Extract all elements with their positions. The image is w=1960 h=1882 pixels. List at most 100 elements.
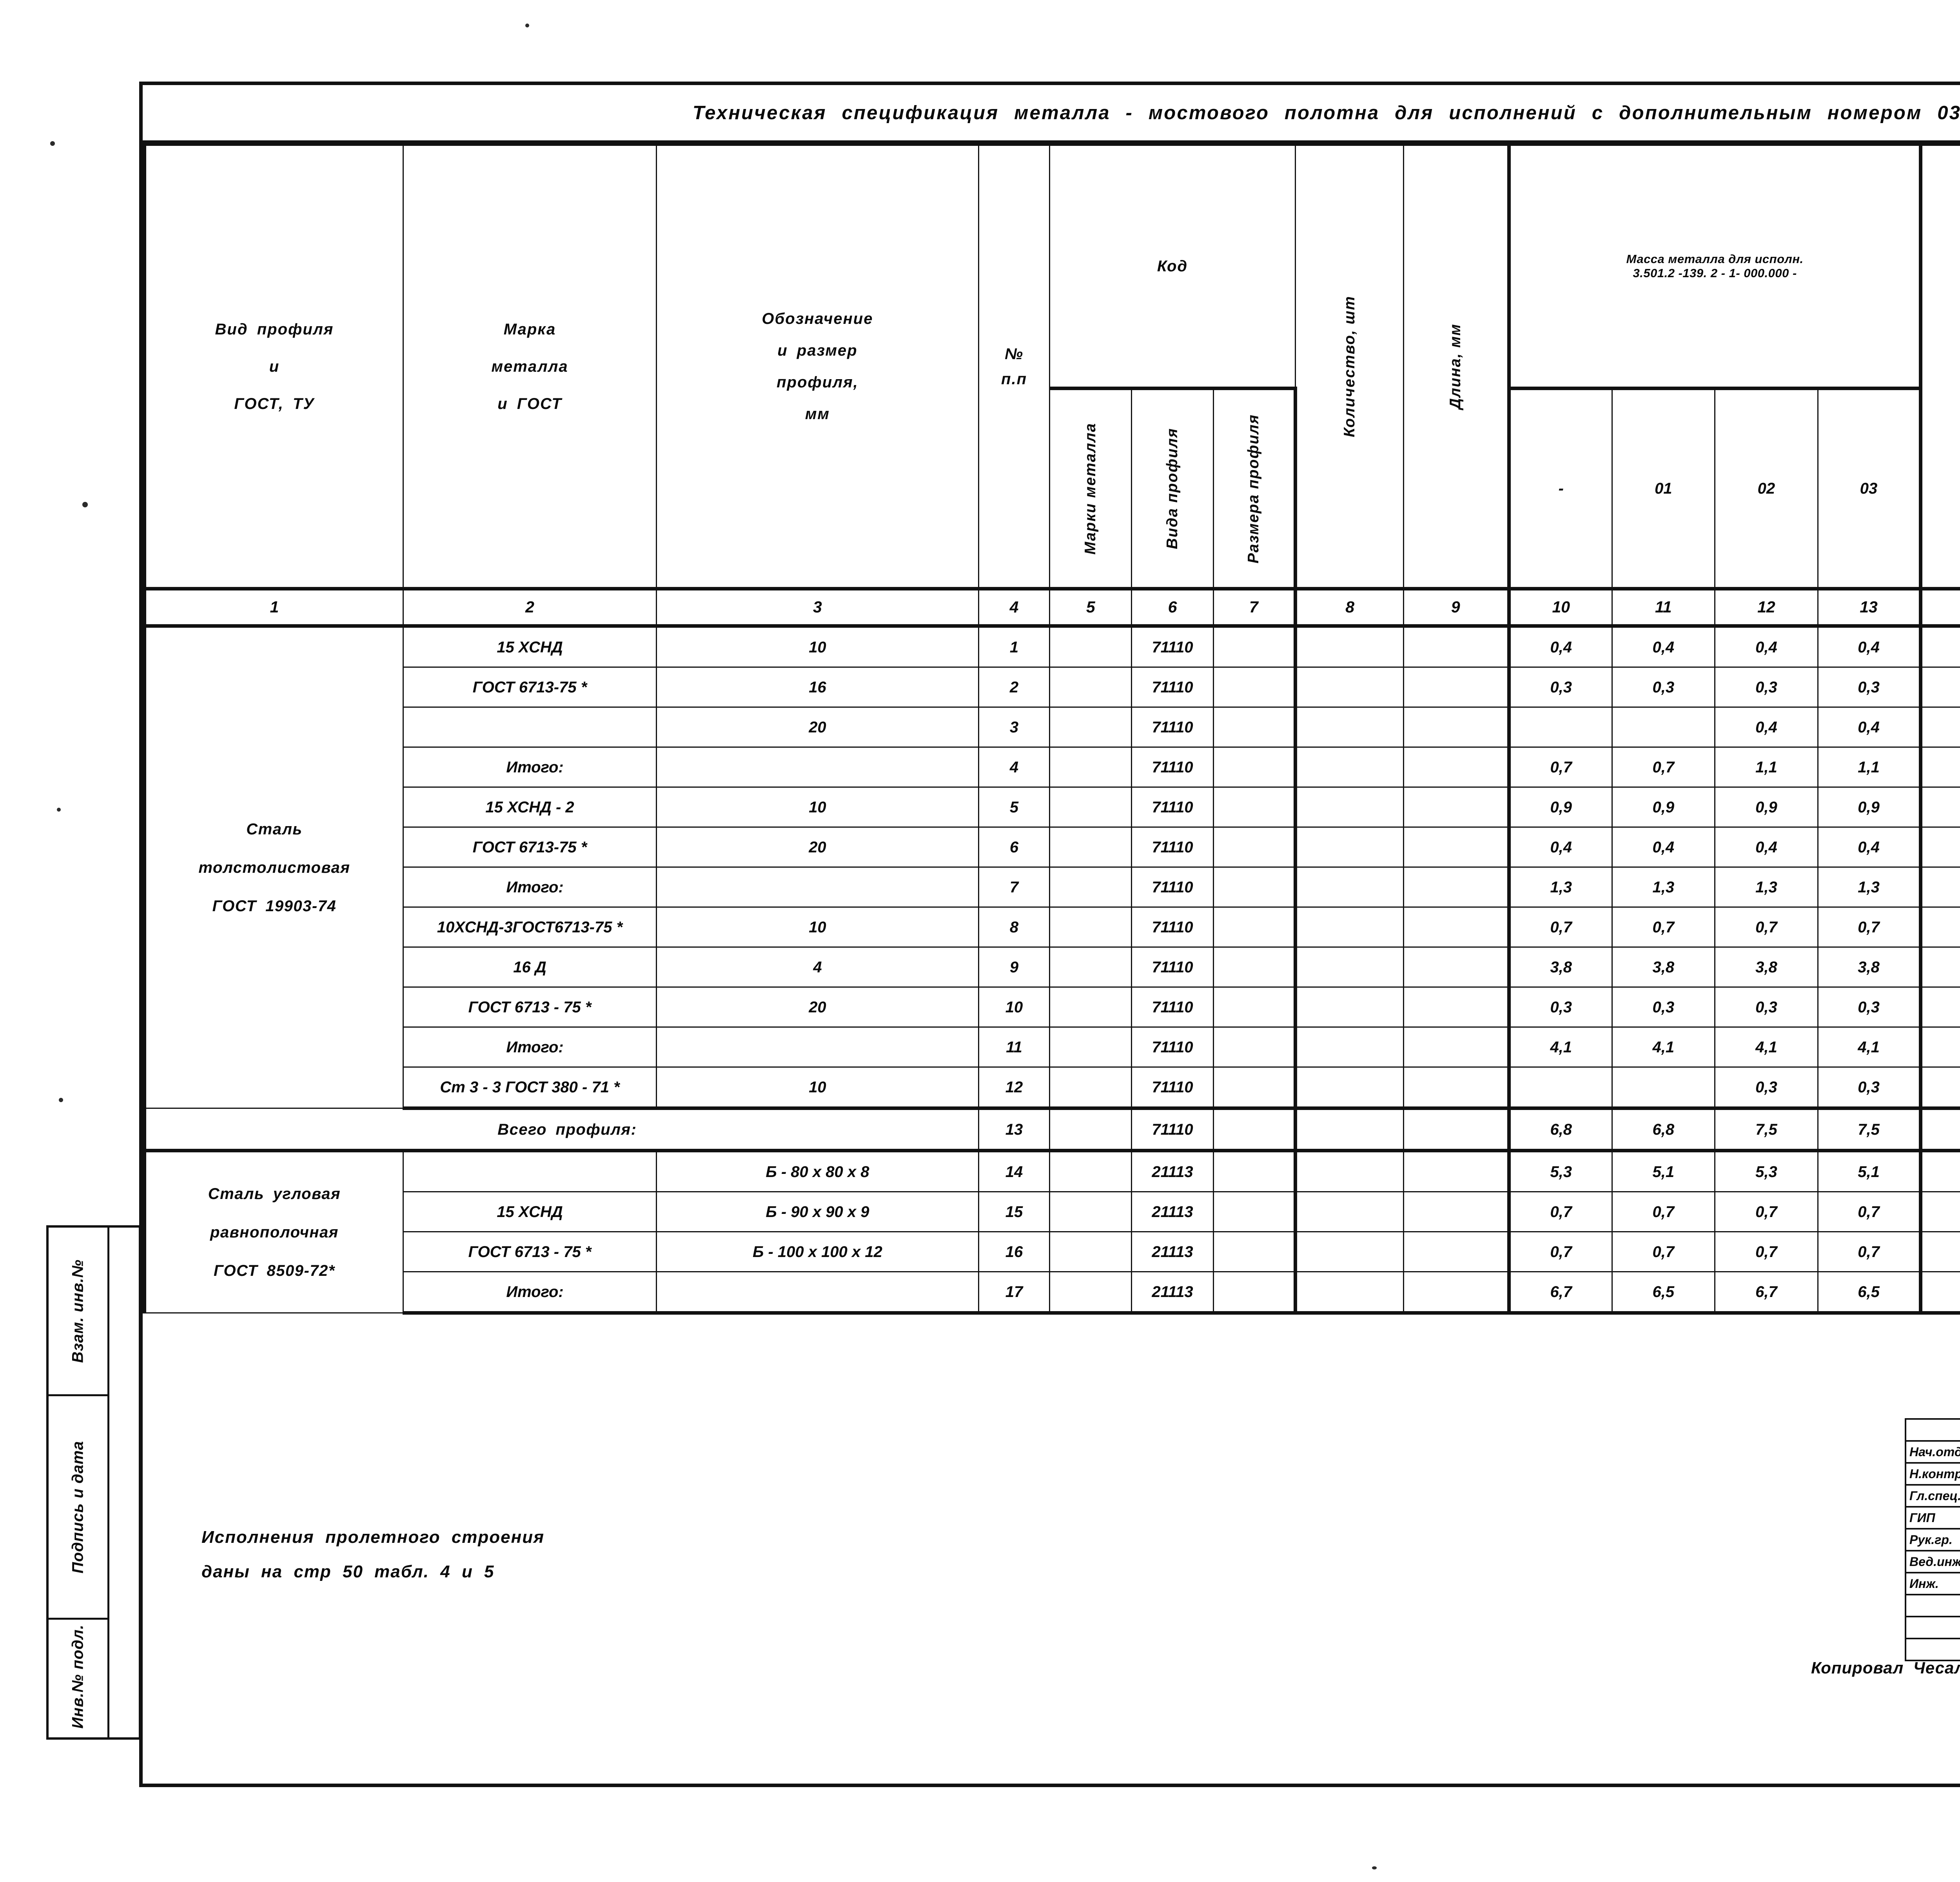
header-profile-type: Вид профиля и ГОСТ, ТУ	[143, 145, 404, 589]
row-code-metal-grade	[1049, 946, 1132, 988]
row-item-number: 2	[978, 667, 1051, 708]
signature-blank-cell	[1905, 1638, 1960, 1661]
row-mass-13: 1,1	[1817, 747, 1922, 788]
row-length	[1403, 827, 1511, 868]
table-header-row-2: Марки металла Вида профиля Размера профи…	[145, 388, 1960, 589]
row-total-mass	[1919, 986, 1960, 1028]
row-item-number: 5	[978, 787, 1051, 828]
row-mass-12: 6,7	[1714, 1271, 1818, 1315]
row-profile-size	[656, 867, 979, 908]
header-line: 02	[1757, 480, 1775, 497]
row-mass-12: 7,5	[1714, 1108, 1818, 1152]
row-code-metal-grade	[1049, 667, 1132, 708]
row-code-profile-size	[1212, 1271, 1297, 1315]
row-length	[1403, 906, 1511, 948]
left-margin-row-podpis: Подпись и дата	[49, 1396, 107, 1620]
row-mass-12: 0,3	[1714, 667, 1818, 708]
signature-row: Вед.инж.Ярлыкова	[1905, 1550, 1960, 1573]
table-row: 20 3 71110 0,4 0,4	[145, 707, 1960, 748]
column-number-row: 1 2 3 4 5 6 7 8 9 10 11 12 13 14 15 16 1…	[143, 587, 1960, 628]
header-code-metal-grade: Марки металла	[1049, 388, 1132, 589]
signature-row: ГИПФренкель	[1905, 1506, 1960, 1530]
signature-blank-cell	[1905, 1594, 1960, 1617]
row-mass-12: 4,1	[1714, 1026, 1818, 1068]
row-total-mass	[1919, 1191, 1960, 1232]
row-length	[1403, 867, 1511, 908]
row-mass-10: 4,1	[1507, 1026, 1613, 1068]
header-line: 3.501.2 -139. 2 - 1- 000.000 -	[1633, 266, 1797, 280]
colnum: 3	[656, 587, 979, 628]
signature-row: Н.контр.Миролюбская	[1905, 1462, 1960, 1486]
row-code-metal-grade	[1049, 1108, 1132, 1152]
row-code-profile-size	[1212, 986, 1297, 1028]
row-code-profile-type: 71110	[1131, 747, 1214, 788]
note-line-1: Исполнения пролетного строения	[201, 1528, 545, 1547]
header-designation-size: Обозначение и размер профиля, мм	[656, 145, 979, 589]
row-code-metal-grade	[1049, 1231, 1132, 1272]
header-line: и размер	[777, 342, 858, 359]
header-length: Длина, мм	[1403, 145, 1511, 589]
row-metal-grade: 15 ХСНД - 2	[402, 787, 657, 828]
row-code-profile-size	[1212, 707, 1297, 748]
colnum: 9	[1403, 587, 1511, 628]
page-title: Техническая спецификация металла - мосто…	[692, 102, 1960, 124]
note-line-2: даны на стр 50 табл. 4 и 5	[201, 1562, 495, 1581]
row-length	[1403, 1026, 1511, 1068]
row-mass-10: 3,8	[1507, 946, 1613, 988]
row-quantity	[1294, 1108, 1404, 1152]
signature-table: Нач.отд.МоновН.контр.МиролюбскаяГл.спец.…	[1905, 1418, 1960, 1661]
row-mass-10: 0,7	[1507, 906, 1613, 948]
row-code-profile-size	[1212, 1108, 1297, 1152]
row-mass-10	[1507, 707, 1613, 748]
header-mass-02: 02	[1714, 388, 1818, 589]
row-length	[1403, 747, 1511, 788]
header-line: мм	[805, 405, 830, 423]
row-mass-10: 0,4	[1507, 625, 1613, 668]
drawing-frame: Техническая спецификация металла - мосто…	[139, 82, 1960, 1787]
colnum: 7	[1212, 587, 1297, 628]
row-length	[1403, 1150, 1511, 1192]
row-code-metal-grade	[1049, 747, 1132, 788]
row-total-mass	[1919, 1271, 1960, 1315]
signature-blank-row	[1905, 1616, 1960, 1639]
row-code-profile-type: 21113	[1131, 1271, 1214, 1315]
row-mass-11: 0,9	[1611, 787, 1716, 828]
row-mass-11: 3,8	[1611, 946, 1716, 988]
header-mass-base: -	[1507, 388, 1613, 589]
row-code-profile-type: 21113	[1131, 1150, 1214, 1192]
row-quantity	[1294, 867, 1404, 908]
row-metal-grade: 16 Д	[402, 946, 657, 988]
colnum: 11	[1611, 587, 1716, 628]
row-metal-grade	[402, 1150, 657, 1192]
signature-role: Нач.отд.	[1905, 1440, 1960, 1464]
paper-speck	[1372, 1866, 1377, 1869]
table-row: Итого: 17 21113 6,7 6,5 6,7 6,5	[145, 1271, 1960, 1315]
header-line: Размера профиля	[1245, 414, 1262, 563]
row-item-number: 7	[978, 867, 1051, 908]
row-length	[1403, 787, 1511, 828]
row-profile-size: 16	[656, 667, 979, 708]
row-profile-size: 10	[656, 787, 979, 828]
signature-role: Н.контр.	[1905, 1462, 1960, 1486]
signature-row: Гл.спец.Питман	[1905, 1484, 1960, 1508]
row-mass-10: 5,3	[1507, 1150, 1613, 1192]
specification-table: Вид профиля и ГОСТ, ТУ Марка металла и Г…	[143, 145, 1960, 1315]
table-row: Ст 3 - 3 ГОСТ 380 - 71 * 10 12 71110 0,3 0,3	[145, 1066, 1960, 1110]
row-code-profile-size	[1212, 1066, 1297, 1110]
signature-blank-cell	[1905, 1616, 1960, 1639]
group-label-line: равнополочная	[210, 1224, 339, 1241]
row-mass-12: 0,3	[1714, 1066, 1818, 1110]
row-mass-13: 0,7	[1817, 906, 1922, 948]
row-mass-11: 0,4	[1611, 625, 1716, 668]
row-profile-size: 20	[656, 707, 979, 748]
row-mass-11: 0,3	[1611, 667, 1716, 708]
row-mass-10: 0,3	[1507, 667, 1613, 708]
row-code-metal-grade	[1049, 1191, 1132, 1232]
row-profile-size: Б - 100 х 100 х 12	[656, 1231, 979, 1272]
row-mass-11: 5,1	[1611, 1150, 1716, 1192]
row-profile-size	[656, 1271, 979, 1315]
row-metal-grade: Ст 3 - 3 ГОСТ 380 - 71 *	[402, 1066, 657, 1110]
row-mass-13: 1,3	[1817, 867, 1922, 908]
row-mass-13: 0,3	[1817, 986, 1922, 1028]
row-total-mass	[1919, 1108, 1960, 1152]
